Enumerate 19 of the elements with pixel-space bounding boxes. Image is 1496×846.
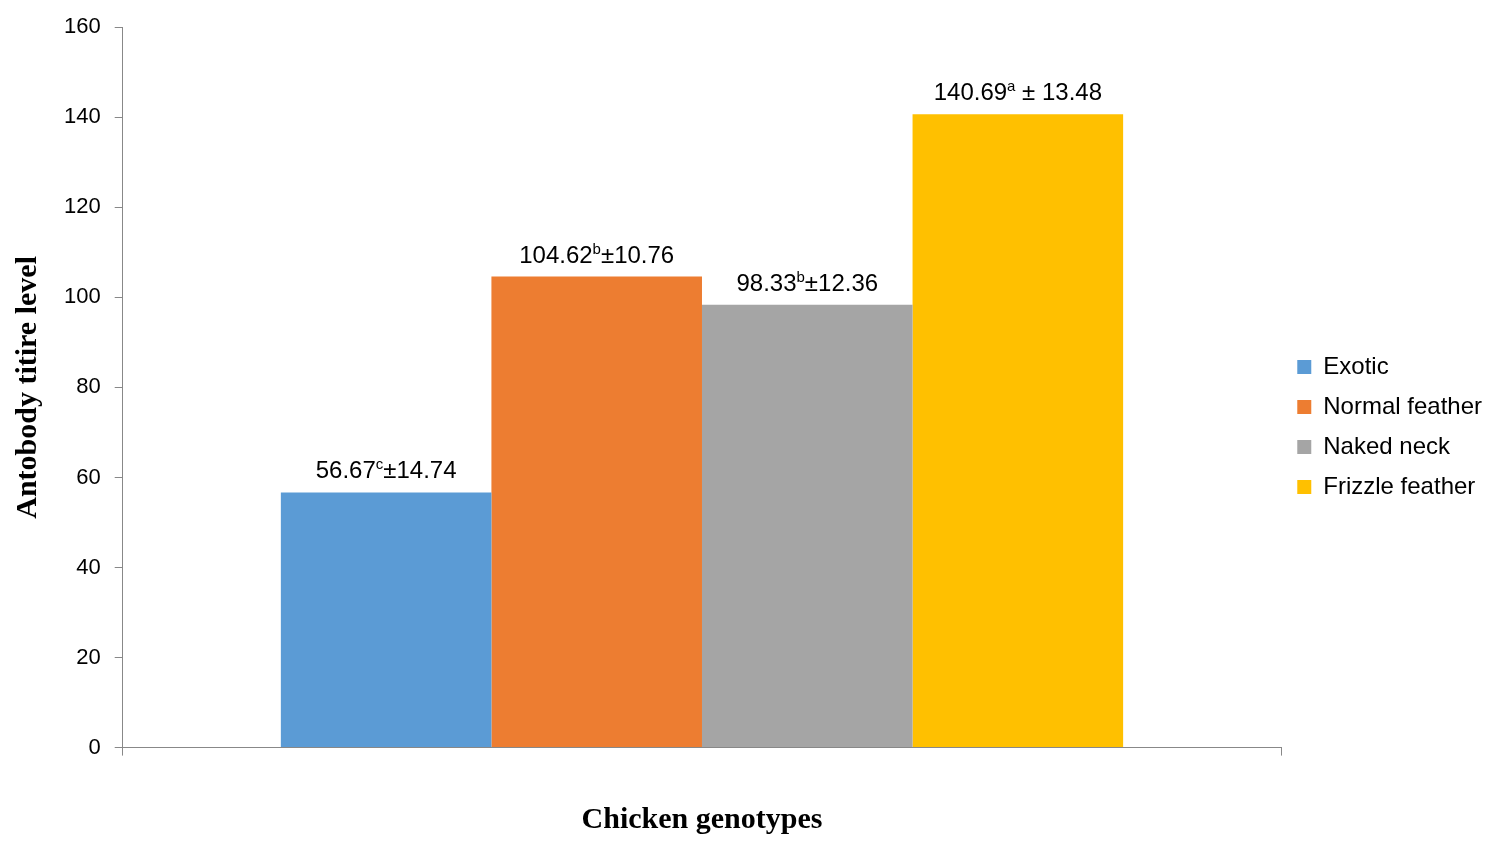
legend-label: Naked neck [1323, 431, 1452, 459]
y-tick-label: 40 [76, 553, 101, 579]
y-tick-label: 0 [88, 733, 101, 759]
bar [912, 114, 1124, 748]
y-tick-label: 100 [63, 283, 101, 309]
y-tick-label: 80 [76, 373, 101, 399]
y-tick-label: 120 [63, 193, 101, 219]
x-axis-title: Chicken genotypes [581, 800, 823, 834]
bar [701, 304, 913, 748]
y-tick-label: 60 [76, 463, 101, 489]
legend-label: Normal feather [1323, 391, 1483, 419]
bar [491, 276, 702, 748]
y-tick-label: 160 [63, 13, 101, 39]
y-tick-label: 20 [76, 643, 101, 669]
bar [280, 492, 492, 748]
y-tick-label: 140 [63, 103, 101, 129]
legend-label: Exotic [1323, 351, 1389, 379]
legend-label: Frizzle feather [1323, 471, 1476, 499]
y-axis-title: Antobody titire level [8, 256, 42, 519]
